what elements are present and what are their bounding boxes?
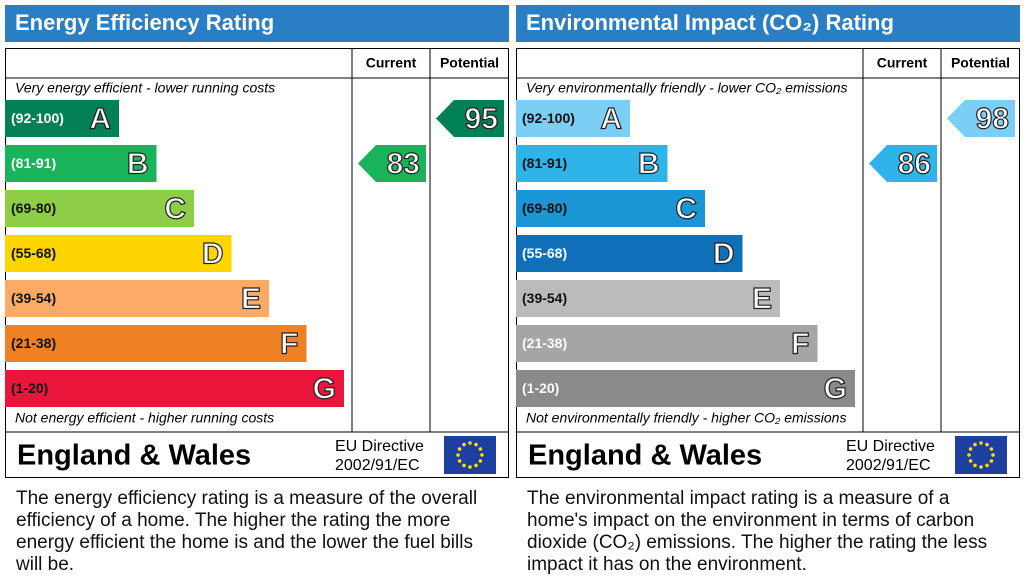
flag-star	[967, 453, 971, 457]
description: The energy efficiency rating is a measur…	[16, 488, 478, 575]
rating-arrow	[358, 145, 426, 182]
rating-band	[516, 280, 780, 317]
band-letter: D	[202, 237, 224, 270]
rating-band	[516, 145, 668, 182]
flag-star	[468, 465, 472, 469]
top-note: Very environmentally friendly - lower CO…	[526, 80, 847, 96]
flag-star	[968, 447, 973, 451]
rating-band	[516, 325, 818, 362]
flag-star	[989, 459, 994, 463]
column-header: Current	[366, 55, 417, 71]
rating-value: 86	[898, 147, 931, 180]
band-letter: E	[752, 282, 772, 315]
rating-band	[5, 190, 194, 227]
bottom-note: Not environmentally friendly - higher CO…	[526, 410, 846, 426]
flag-star	[973, 442, 977, 447]
band-range: (39-54)	[522, 290, 567, 306]
flag-star	[462, 442, 466, 447]
band-letter: E	[241, 282, 261, 315]
band-range: (81-91)	[11, 155, 56, 171]
band-range: (55-68)	[522, 245, 567, 261]
epc-graphic: Energy Efficiency Rating Current Potential…	[5, 5, 1020, 478]
flag-star	[478, 459, 483, 463]
rating-band	[5, 370, 344, 407]
flag-star	[462, 463, 466, 468]
band-letter: F	[791, 327, 809, 360]
rating-band	[5, 145, 157, 182]
rating-arrow	[869, 145, 937, 182]
flag-star	[457, 459, 462, 463]
band-range: (92-100)	[11, 110, 64, 126]
rating-arrow	[947, 100, 1015, 137]
flag-star	[474, 463, 478, 468]
band-letter: F	[280, 327, 298, 360]
flag-star	[480, 453, 484, 457]
column-header: Potential	[440, 55, 499, 71]
flag-star	[991, 453, 995, 457]
top-note: Very energy efficient - lower running co…	[15, 80, 275, 96]
directive: 2002/91/EC	[846, 457, 931, 474]
rating-arrow	[436, 100, 504, 137]
flag-star	[989, 447, 994, 451]
band-range: (1-20)	[522, 380, 559, 396]
band-letter: B	[127, 147, 149, 180]
rating-band	[5, 235, 232, 272]
flag-star	[478, 447, 483, 451]
rating-band	[516, 235, 743, 272]
rating-band	[516, 370, 855, 407]
page: Energy Efficiency Rating Current Potential…	[5, 5, 1020, 575]
band-letter: C	[675, 192, 697, 225]
band-letter: C	[164, 192, 186, 225]
flag-star	[457, 447, 462, 451]
flag-star	[468, 441, 472, 445]
band-letter: D	[713, 237, 735, 270]
rating-value: 83	[387, 147, 420, 180]
bottom-note: Not energy efficient - higher running co…	[15, 410, 274, 426]
band-range: (81-91)	[522, 155, 567, 171]
band-range: (69-80)	[11, 200, 56, 216]
column-header: Potential	[951, 55, 1010, 71]
flag-star	[985, 463, 989, 468]
rating-band	[516, 100, 630, 137]
flag-star	[968, 459, 973, 463]
rating-band	[5, 325, 307, 362]
rating-band	[5, 280, 269, 317]
flag-star	[456, 453, 460, 457]
band-range: (39-54)	[11, 290, 56, 306]
band-range: (55-68)	[11, 245, 56, 261]
rating-value: 98	[976, 102, 1009, 135]
band-letter: G	[313, 372, 336, 405]
rating-value: 95	[465, 102, 498, 135]
flag-star	[985, 442, 989, 447]
band-range: (69-80)	[522, 200, 567, 216]
description: The environmental impact rating is a mea…	[527, 488, 988, 575]
band-letter: A	[89, 102, 111, 135]
title: Environmental Impact (CO₂) Rating	[526, 10, 894, 35]
band-range: (1-20)	[11, 380, 48, 396]
directive: EU Directive	[846, 438, 935, 455]
rating-band	[516, 190, 705, 227]
title: Energy Efficiency Rating	[15, 10, 274, 35]
title-bar	[5, 5, 509, 42]
band-range: (92-100)	[522, 110, 575, 126]
flag-star	[979, 441, 983, 445]
flag-star	[973, 463, 977, 468]
region: England & Wales	[528, 440, 762, 472]
band-range: (21-38)	[11, 335, 56, 351]
band-letter: G	[824, 372, 847, 405]
directive: EU Directive	[335, 438, 424, 455]
title-bar	[516, 5, 1020, 42]
flag-star	[979, 465, 983, 469]
rating-band	[5, 100, 119, 137]
band-letter: A	[600, 102, 622, 135]
directive: 2002/91/EC	[335, 457, 420, 474]
region: England & Wales	[17, 440, 251, 472]
column-header: Current	[877, 55, 928, 71]
band-letter: B	[638, 147, 660, 180]
band-range: (21-38)	[522, 335, 567, 351]
flag-star	[474, 442, 478, 447]
